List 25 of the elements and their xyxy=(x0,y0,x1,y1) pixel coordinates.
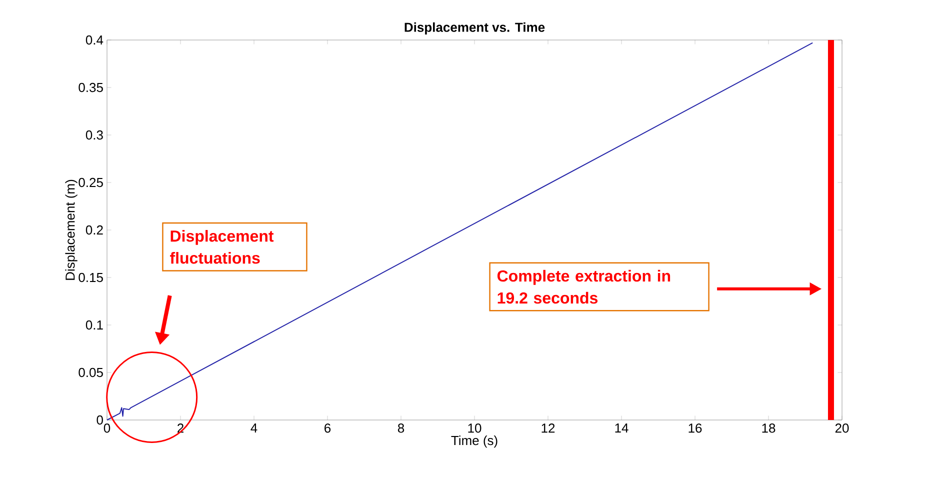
x-tick-label: 4 xyxy=(250,424,258,432)
y-tick-label: 0.3 xyxy=(86,130,103,140)
x-tick-label: 6 xyxy=(324,424,331,433)
x-tick-label: 0 xyxy=(104,424,110,433)
x-tick-label: 8 xyxy=(398,424,404,433)
annotation: Complete extraction in 19.2 seconds xyxy=(497,270,670,304)
x-tick-label: 18 xyxy=(762,424,776,433)
chart-title: Displacement vs. Time xyxy=(404,22,545,35)
x-tick-label: 12 xyxy=(542,424,555,433)
y-tick-label: 0 xyxy=(96,415,103,425)
y-tick-label: 0.05 xyxy=(78,368,103,378)
y-tick-label: 0.15 xyxy=(78,272,103,282)
annotation: Displacement fluctuations xyxy=(170,230,274,264)
line-series xyxy=(106,42,814,420)
x-tick-label: 16 xyxy=(688,424,702,433)
y-tick-label: 0.1 xyxy=(86,320,103,330)
x-tick-label: 10 xyxy=(468,424,482,433)
y-tick-label: 0.2 xyxy=(86,225,103,235)
y-axis-title: Displacement (m) xyxy=(65,180,78,280)
x-axis-title: Time (s) xyxy=(451,436,498,448)
y-tick-label: 0.4 xyxy=(86,35,104,45)
x-tick-label: 14 xyxy=(615,424,628,432)
y-tick-label: 0.25 xyxy=(78,178,103,188)
x-tick-label: 20 xyxy=(835,424,849,433)
y-tick-label: 0.35 xyxy=(78,82,103,92)
